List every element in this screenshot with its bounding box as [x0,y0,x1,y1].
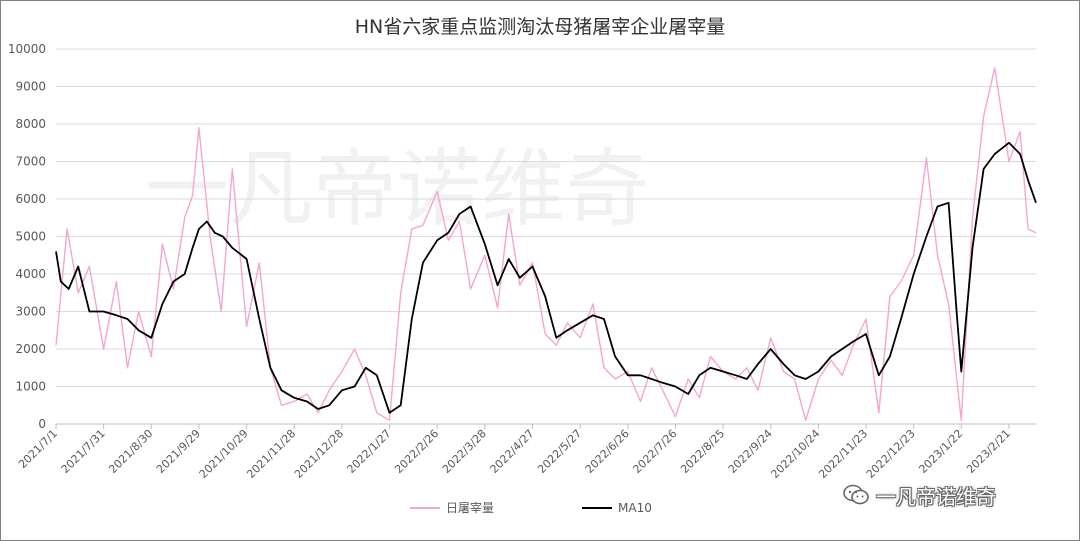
x-tick-label: 2022/7/26 [630,427,679,476]
x-tick-label: 2021/10/29 [197,427,251,481]
x-tick-label: 2022/4/27 [488,427,537,476]
x-tick-label: 2022/1/27 [345,427,394,476]
wechat-badge: 一凡帝诺维奇 [842,480,996,510]
x-tick-label: 2022/11/23 [816,427,870,481]
chart-title: HN省六家重点监测淘汰母猪屠宰企业屠宰量 [354,16,726,38]
x-tick-label: 2021/8/30 [106,427,155,476]
x-tick-label: 2022/12/23 [864,427,918,481]
y-tick-label: 3000 [15,305,46,319]
x-tick-label: 2022/6/26 [583,427,632,476]
y-tick-label: 1000 [15,380,46,394]
series-line-ma10 [55,141,1037,414]
x-tick-label: 2021/7/31 [59,427,108,476]
legend-label: MA10 [618,501,652,515]
x-tick-label: 2021/12/28 [292,427,346,481]
x-tick-label: 2022/8/25 [678,427,727,476]
x-tick-label: 2021/7/1 [16,427,60,471]
x-tick-label: 2022/9/24 [726,427,775,476]
y-tick-label: 0 [38,417,46,431]
y-tick-label: 9000 [15,80,46,94]
x-tick-label: 2021/11/28 [244,427,298,481]
x-tick-label: 2022/10/24 [768,427,822,481]
wechat-icon [842,483,870,507]
x-tick-label: 2022/2/26 [392,427,441,476]
badge-text: 一凡帝诺维奇 [876,484,996,509]
x-tick-label: 2022/3/28 [440,427,489,476]
x-tick-label: 2023/1/22 [916,427,965,476]
x-tick-label: 2022/5/27 [535,427,584,476]
y-tick-label: 4000 [15,267,46,281]
series-line-daily [55,67,1037,421]
y-tick-label: 2000 [15,342,46,356]
y-tick-label: 10000 [8,42,46,56]
y-tick-label: 8000 [15,117,46,131]
x-tick-label: 2021/9/29 [154,427,203,476]
y-tick-label: 6000 [15,192,46,206]
y-tick-label: 7000 [15,155,46,169]
y-tick-label: 5000 [15,230,46,244]
x-tick-label: 2023/2/21 [964,427,1013,476]
legend-label: 日屠宰量 [446,500,494,515]
background-watermark: 一凡帝诺维奇 [145,140,650,238]
